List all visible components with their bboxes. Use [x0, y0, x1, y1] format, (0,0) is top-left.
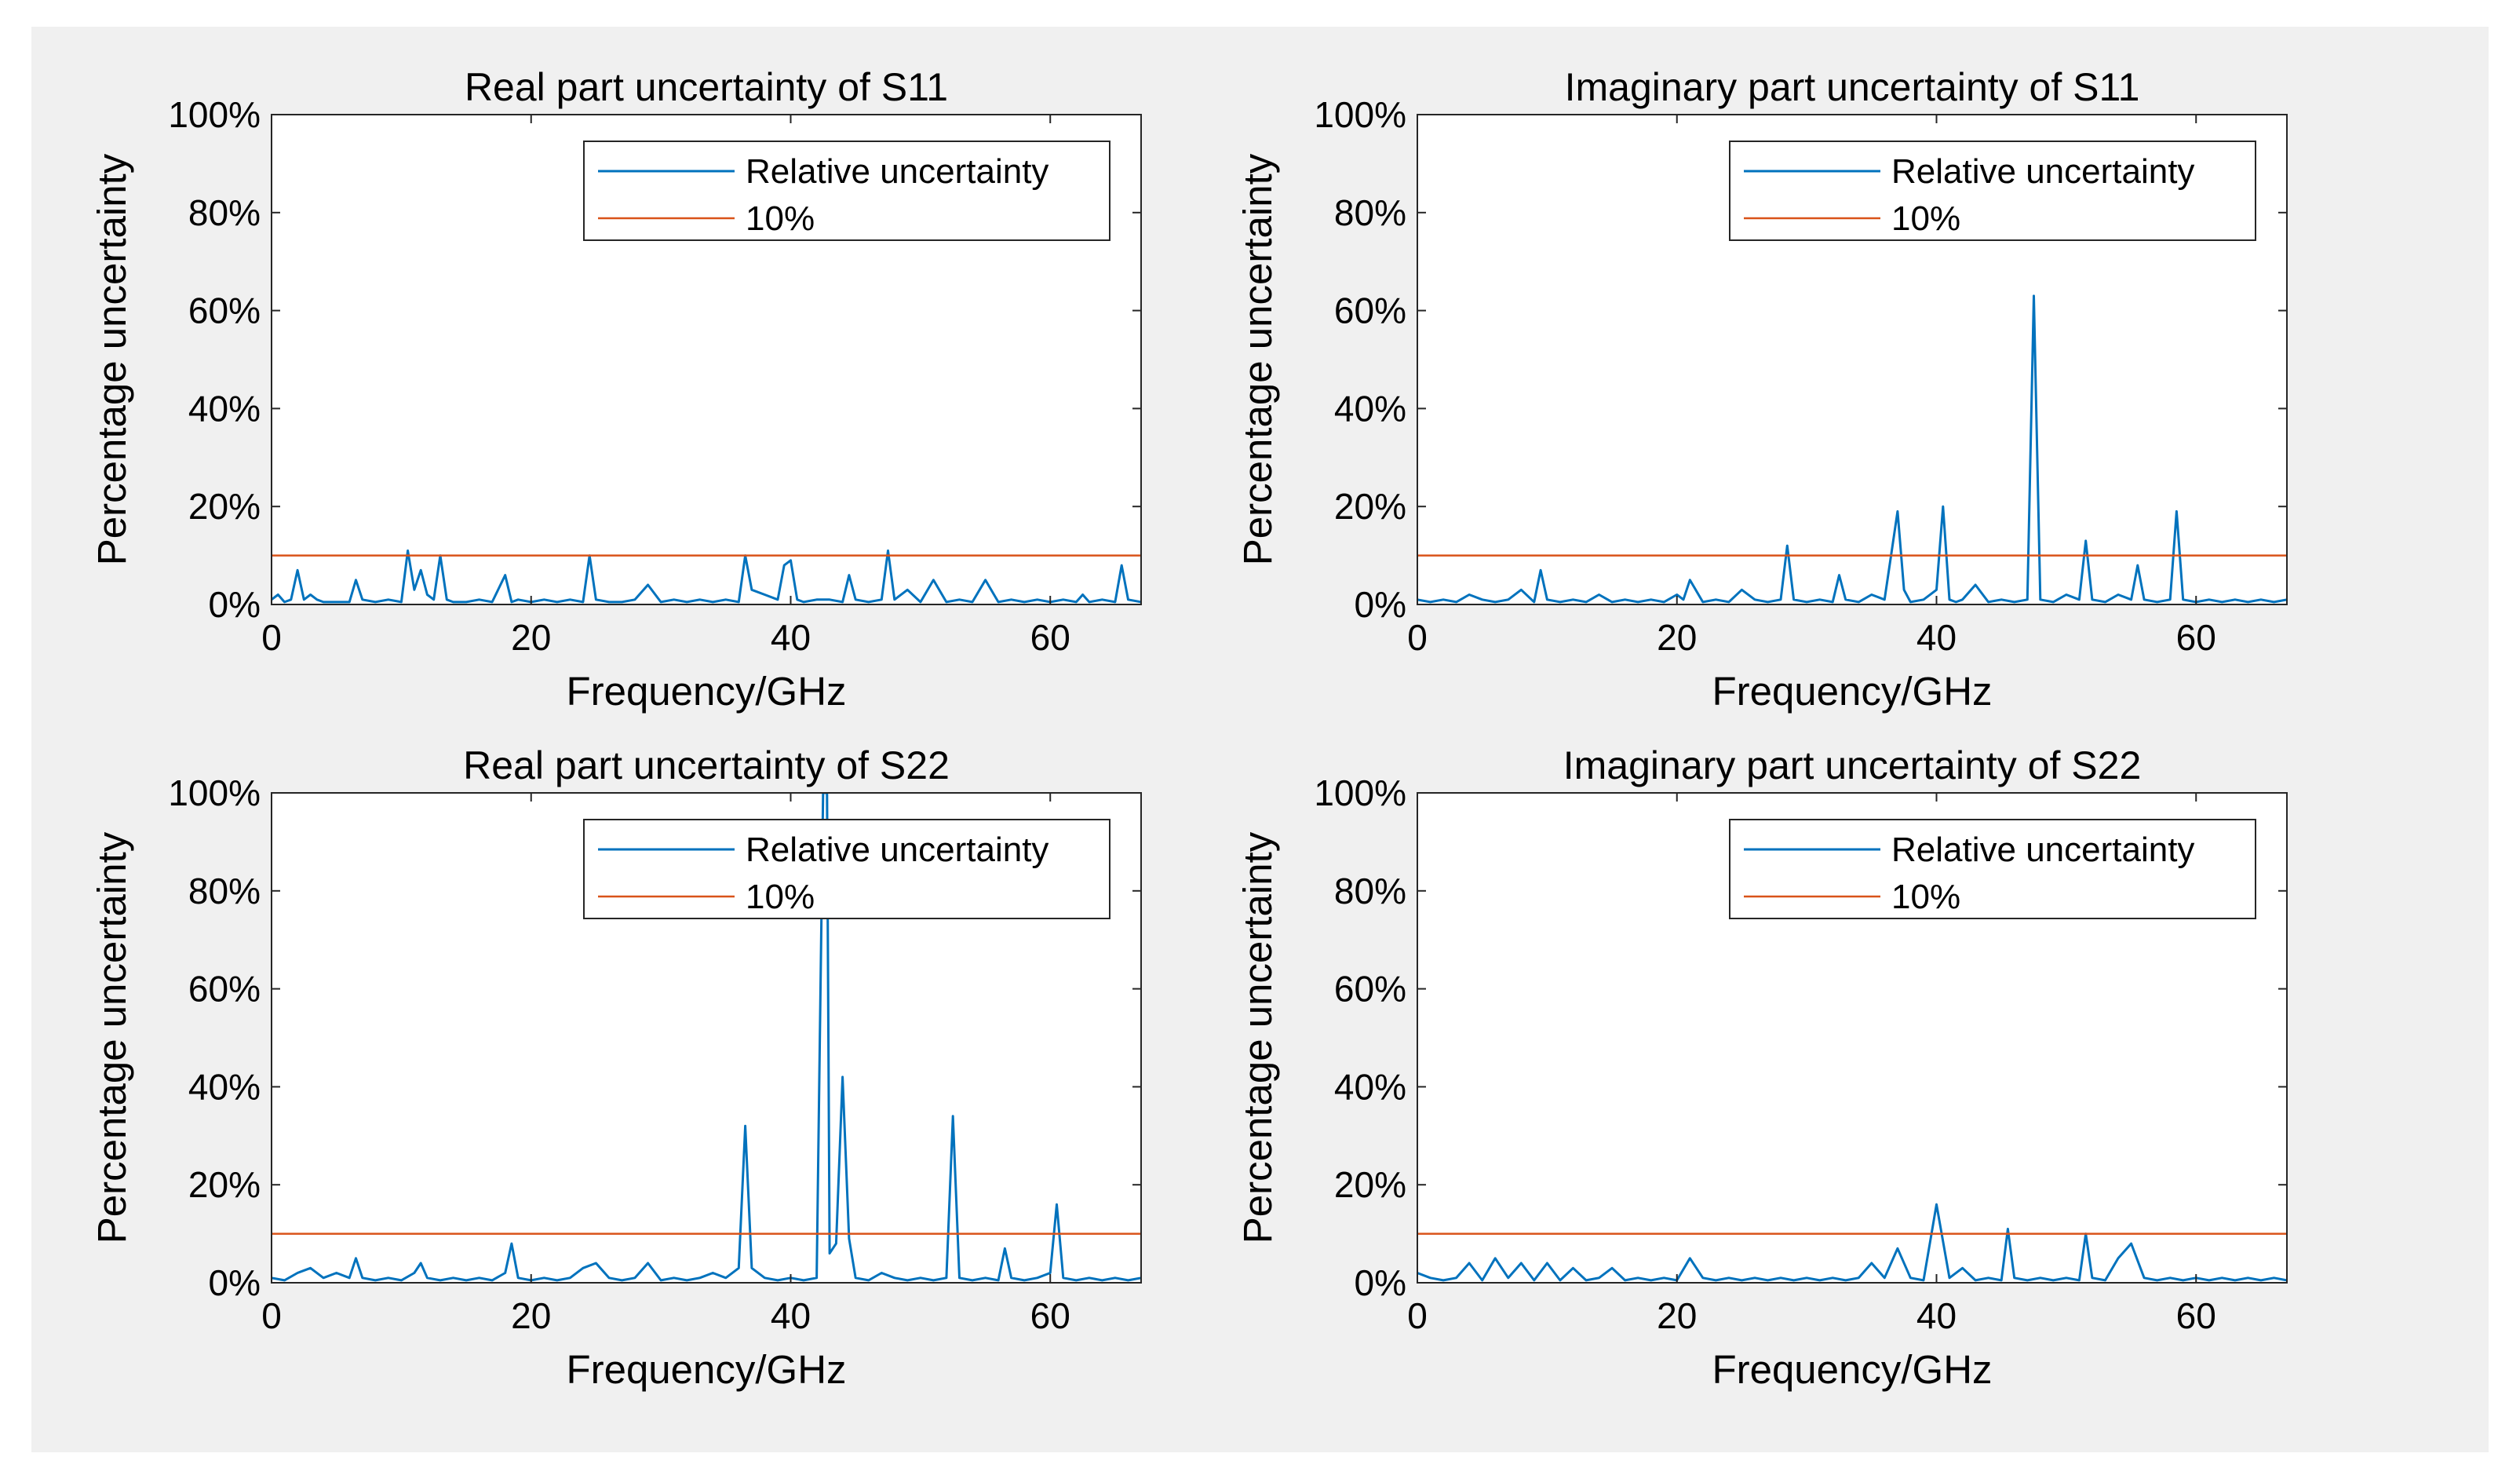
- y-tick-label: 20%: [1334, 1164, 1406, 1205]
- series-line-relative-uncertainty: [1417, 294, 2287, 604]
- y-tick-label: 60%: [1334, 969, 1406, 1010]
- x-tick-label: 20: [1657, 617, 1697, 658]
- x-axis-label: Frequency/GHz: [1712, 1347, 1992, 1392]
- x-tick-label: 60: [1030, 1295, 1070, 1336]
- x-tick-label: 40: [1916, 1295, 1957, 1336]
- chart-title: Imaginary part uncertainty of S11: [1565, 65, 2140, 109]
- legend-label: 10%: [746, 199, 815, 238]
- y-tick-label: 100%: [1314, 772, 1406, 813]
- y-tick-label: 0%: [1355, 584, 1406, 625]
- y-tick-label: 0%: [209, 1262, 261, 1303]
- axes-frame: [271, 792, 1142, 1284]
- y-tick-label: 100%: [168, 772, 261, 813]
- chart-title: Imaginary part uncertainty of S22: [1563, 743, 2142, 787]
- subplot-4: 0% 20% 40% 60% 80% 100% 0 20 40 60 Imaginary part …: [1235, 743, 2288, 1392]
- y-axis-label: Percentage uncertainty: [89, 831, 134, 1243]
- legend-box: [1729, 819, 2256, 919]
- legend-label: 10%: [1891, 199, 1960, 238]
- legend-label: Relative uncertainty: [1891, 152, 2194, 191]
- legend-label: Relative uncertainty: [746, 831, 1048, 869]
- x-axis-label: Frequency/GHz: [566, 1347, 846, 1392]
- y-tick-label: 20%: [188, 1164, 261, 1205]
- figure-canvas: 0% 20% 40% 60% 80% 100% 0 20 40 60 Real part uncer…: [89, 65, 2288, 1392]
- x-tick-label: 20: [511, 617, 551, 658]
- axes-frame: [1417, 114, 2288, 605]
- legend-box: [583, 141, 1110, 241]
- chart-title: Real part uncertainty of S22: [463, 743, 950, 787]
- x-tick-label: 0: [1407, 617, 1428, 658]
- y-tick-label: 40%: [188, 388, 261, 429]
- subplot-3: 0% 20% 40% 60% 80% 100% 0 20 40 60 Real part uncer…: [89, 743, 1142, 1392]
- y-tick-label: 100%: [168, 94, 261, 135]
- y-tick-label: 40%: [1334, 1066, 1406, 1107]
- subplot-2: 0% 20% 40% 60% 80% 100% 0 20 40 60 Imaginary part …: [1235, 65, 2288, 714]
- x-tick-label: 0: [261, 1295, 282, 1336]
- legend-label: 10%: [746, 878, 815, 916]
- y-tick-label: 80%: [188, 871, 261, 911]
- y-axis-label: Percentage uncertainty: [1235, 153, 1280, 565]
- y-tick-label: 80%: [1334, 192, 1406, 233]
- chart-title: Real part uncertainty of S11: [465, 65, 948, 109]
- x-tick-label: 0: [1407, 1295, 1428, 1336]
- x-tick-label: 40: [1916, 617, 1957, 658]
- legend-label: Relative uncertainty: [1891, 831, 2194, 869]
- subplot-1: 0% 20% 40% 60% 80% 100% 0 20 40 60 Real part uncer…: [89, 65, 1142, 714]
- axes-frame: [1417, 792, 2288, 1284]
- x-tick-label: 60: [2176, 1295, 2216, 1336]
- x-tick-label: 20: [511, 1295, 551, 1336]
- y-tick-label: 80%: [1334, 871, 1406, 911]
- y-axis-label: Percentage uncertainty: [1235, 831, 1280, 1243]
- y-axis-label: Percentage uncertainty: [89, 153, 134, 565]
- x-tick-label: 20: [1657, 1295, 1697, 1336]
- x-tick-label: 40: [771, 1295, 811, 1336]
- legend: Relative uncertainty 10%: [1729, 819, 2256, 919]
- series-line-relative-uncertainty: [1417, 1203, 2287, 1282]
- x-axis-label: Frequency/GHz: [566, 669, 846, 714]
- series-line-relative-uncertainty: [272, 793, 1141, 1282]
- y-tick-label: 60%: [188, 969, 261, 1010]
- legend-box: [583, 819, 1110, 919]
- x-tick-label: 60: [1030, 617, 1070, 658]
- legend-label: Relative uncertainty: [746, 152, 1048, 191]
- legend: Relative uncertainty 10%: [583, 819, 1110, 919]
- x-tick-label: 60: [2176, 617, 2216, 658]
- y-tick-label: 0%: [209, 584, 261, 625]
- legend: Relative uncertainty 10%: [1729, 141, 2256, 241]
- y-tick-label: 60%: [188, 290, 261, 331]
- y-tick-label: 40%: [188, 1066, 261, 1107]
- y-tick-label: 80%: [188, 192, 261, 233]
- series-line-relative-uncertainty: [272, 549, 1141, 604]
- y-tick-label: 60%: [1334, 290, 1406, 331]
- y-tick-label: 0%: [1355, 1262, 1406, 1303]
- y-tick-label: 40%: [1334, 388, 1406, 429]
- y-tick-label: 20%: [1334, 486, 1406, 527]
- x-tick-label: 40: [771, 617, 811, 658]
- legend-label: 10%: [1891, 878, 1960, 916]
- y-tick-label: 100%: [1314, 94, 1406, 135]
- y-tick-label: 20%: [188, 486, 261, 527]
- figure-panel: 0% 20% 40% 60% 80% 100% 0 20 40 60 Real part uncer…: [31, 27, 2489, 1452]
- legend: Relative uncertainty 10%: [583, 141, 1110, 241]
- legend-box: [1729, 141, 2256, 241]
- axes-frame: [271, 114, 1142, 605]
- x-axis-label: Frequency/GHz: [1712, 669, 1992, 714]
- x-tick-label: 0: [261, 617, 282, 658]
